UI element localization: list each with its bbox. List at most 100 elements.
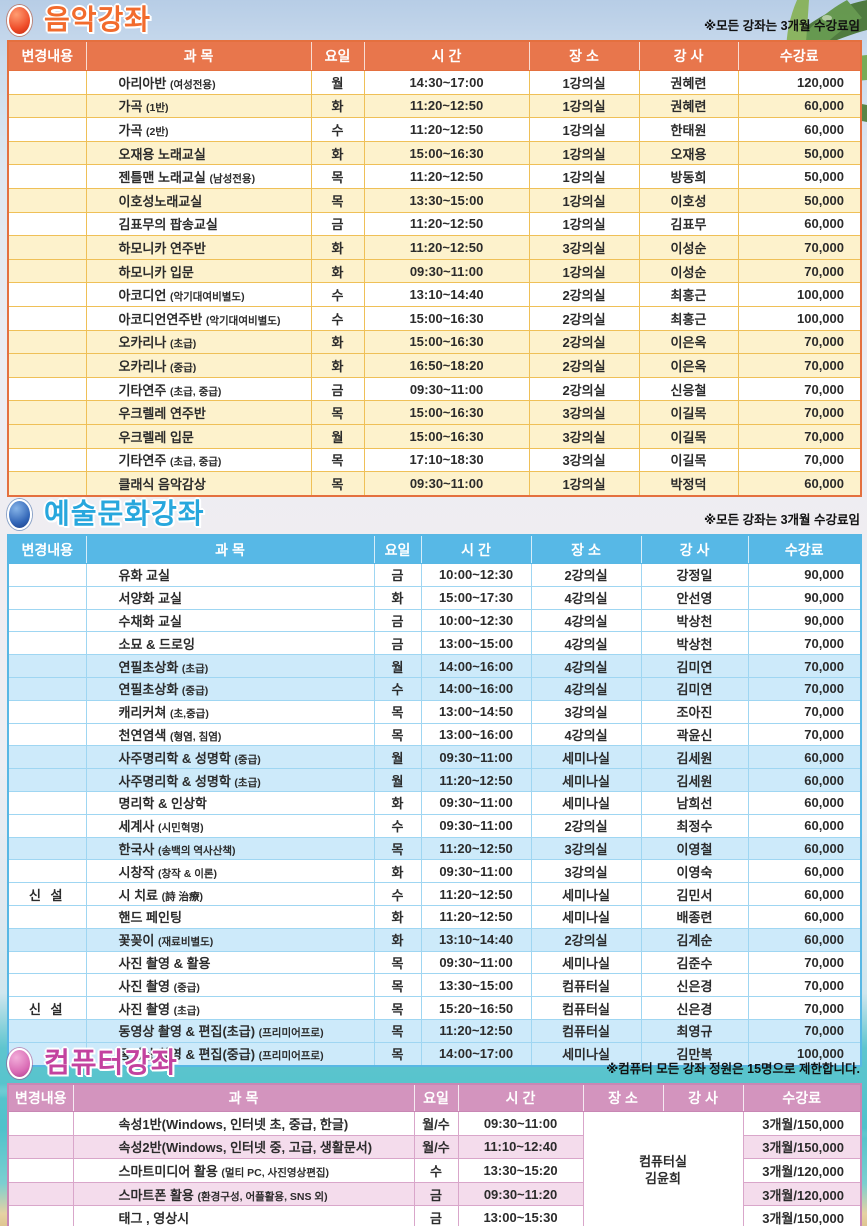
cell-change-status bbox=[7, 282, 87, 307]
cell-day: 금 bbox=[373, 631, 422, 656]
course-row: 하모니카 연주반 화 11:20~12:50 3강의실 이성순 70,000 bbox=[7, 235, 862, 260]
cell-fee: 100,000 bbox=[747, 1041, 862, 1067]
cell-time: 13:10~14:40 bbox=[363, 282, 530, 307]
course-row: 유화 교실 금 10:00~12:30 2강의실 강정일 90,000 bbox=[7, 563, 862, 587]
cell-time: 15:20~16:50 bbox=[420, 996, 532, 1020]
cell-fee: 3개월/150,000 bbox=[742, 1134, 862, 1160]
cell-fee: 70,000 bbox=[747, 631, 862, 656]
cell-subject: 서양화 교실 bbox=[85, 585, 375, 610]
column-header: 강 사 bbox=[663, 1084, 744, 1112]
cell-day: 수 bbox=[373, 813, 422, 838]
cell-day: 화 bbox=[310, 353, 365, 378]
column-header: 수강료 bbox=[743, 1084, 861, 1112]
cell-day: 화 bbox=[310, 329, 365, 355]
cell-time: 17:10~18:30 bbox=[363, 447, 530, 473]
cell-time: 15:00~16:30 bbox=[363, 329, 530, 355]
cell-change-status bbox=[7, 927, 87, 952]
course-row: 하모니카 입문 화 09:30~11:00 1강의실 이성순 70,000 bbox=[7, 258, 862, 284]
column-header: 장 소 bbox=[529, 41, 640, 71]
cell-time: 11:20~12:50 bbox=[363, 211, 530, 237]
cell-fee: 60,000 bbox=[737, 471, 862, 497]
column-header: 강 사 bbox=[641, 535, 749, 564]
cell-subject: 동영상 촬영 & 편집(초급) (프리미어프로) bbox=[85, 1018, 375, 1043]
cell-teacher: 박정덕 bbox=[638, 471, 739, 497]
cell-time: 09:30~11:00 bbox=[420, 813, 532, 838]
cell-time: 11:20~12:50 bbox=[420, 904, 532, 929]
cell-fee: 3개월/120,000 bbox=[742, 1158, 862, 1183]
cell-fee: 70,000 bbox=[737, 447, 862, 473]
cell-fee: 70,000 bbox=[747, 996, 862, 1020]
cell-change-status bbox=[7, 70, 87, 95]
cell-change-status bbox=[7, 790, 87, 815]
cell-time: 13:00~14:50 bbox=[420, 699, 532, 724]
cell-change-status bbox=[7, 329, 87, 355]
cell-place: 세미나실 bbox=[530, 904, 642, 929]
course-row: 스마트폰 활용 (환경구성, 어플활용, SNS 외) 금 09:30~11:20 3… bbox=[7, 1181, 862, 1207]
cell-time: 14:30~17:00 bbox=[363, 70, 530, 95]
cell-fee: 70,000 bbox=[737, 353, 862, 378]
cell-place: 3강의실 bbox=[528, 400, 640, 425]
course-row: 사주명리학 & 성명학 (초급) 월 11:20~12:50 세미나실 김세원 60,00… bbox=[7, 768, 862, 792]
cell-change-status bbox=[7, 400, 87, 425]
cell-change-status bbox=[7, 1134, 74, 1160]
cell-place: 2강의실 bbox=[528, 329, 640, 355]
cell-place: 세미나실 bbox=[530, 768, 642, 792]
course-row: 수채화 교실 금 10:00~12:30 4강의실 박상천 90,000 bbox=[7, 608, 862, 633]
cell-place: 세미나실 bbox=[530, 1041, 642, 1067]
cell-fee: 90,000 bbox=[747, 585, 862, 610]
cell-time: 09:30~11:00 bbox=[420, 790, 532, 815]
course-row: 서양화 교실 화 15:00~17:30 4강의실 안선영 90,000 bbox=[7, 585, 862, 610]
cell-change-status bbox=[7, 631, 87, 656]
cell-teacher: 한태원 bbox=[638, 117, 739, 142]
cell-place: 세미나실 bbox=[530, 882, 642, 906]
cell-teacher: 조아진 bbox=[640, 699, 749, 724]
cell-subject: 핸드 페인팅 bbox=[85, 904, 375, 929]
cell-change-status bbox=[7, 1018, 87, 1043]
cell-teacher: 이영철 bbox=[640, 836, 749, 861]
cell-time: 11:20~12:50 bbox=[420, 768, 532, 792]
course-row: 아코디언연주반 (악기대여비별도) 수 15:00~16:30 2강의실 최홍근 100,… bbox=[7, 305, 862, 331]
cell-fee: 50,000 bbox=[737, 140, 862, 166]
course-row: 클래식 음악감상 목 09:30~11:00 1강의실 박정덕 60,000 bbox=[7, 471, 862, 497]
subject-note: (초,중급) bbox=[169, 708, 209, 721]
course-row: 김표무의 팝송교실 금 11:20~12:50 1강의실 김표무 60,000 bbox=[7, 211, 862, 237]
cell-teacher: 최영규 bbox=[640, 1018, 749, 1043]
cell-change-status bbox=[7, 563, 87, 587]
cell-day: 월 bbox=[373, 745, 422, 770]
subject-note: (멀티 PC, 사진영상편집) bbox=[221, 1166, 330, 1179]
cell-fee: 60,000 bbox=[737, 93, 862, 119]
cell-time: 11:20~12:50 bbox=[363, 117, 530, 142]
cell-subject: 명리학 & 인상학 bbox=[85, 790, 375, 815]
cell-teacher: 신응철 bbox=[638, 376, 739, 402]
cell-time: 13:00~16:00 bbox=[420, 722, 532, 747]
cell-day: 금 bbox=[413, 1181, 459, 1207]
cell-time: 11:10~12:40 bbox=[457, 1134, 584, 1160]
cell-teacher: 김세원 bbox=[640, 768, 749, 792]
cell-subject: 김표무의 팝송교실 bbox=[85, 211, 312, 237]
music-section-header: 음악강좌 ※모든 강좌는 3개월 수강료임 bbox=[7, 4, 860, 36]
cell-teacher: 강정일 bbox=[640, 563, 749, 587]
subject-note: (2반) bbox=[146, 125, 169, 138]
cell-place: 2강의실 bbox=[530, 927, 642, 952]
column-header: 장 소 bbox=[531, 535, 642, 564]
cell-fee: 100,000 bbox=[737, 282, 862, 307]
cell-day: 수 bbox=[310, 117, 365, 142]
cell-teacher: 이성순 bbox=[638, 235, 739, 260]
course-row: 속성1반(Windows, 인터넷 초, 중급, 한글) 월/수 09:30~11:… bbox=[7, 1110, 862, 1226]
cell-teacher: 김세원 bbox=[640, 745, 749, 770]
course-row: 사진 촬영 (중급) 목 13:30~15:00 컴퓨터실 신은경 70,000 bbox=[7, 973, 862, 998]
cell-time: 11:20~12:50 bbox=[420, 1018, 532, 1043]
cell-fee: 120,000 bbox=[737, 70, 862, 95]
cell-day: 수 bbox=[310, 282, 365, 307]
cell-change-status bbox=[7, 93, 87, 119]
cell-change-status bbox=[7, 859, 87, 884]
cell-teacher: 곽윤신 bbox=[640, 722, 749, 747]
cell-time: 11:20~12:50 bbox=[363, 235, 530, 260]
course-row: 동영상 촬영 & 편집(초급) (프리미어프로) 목 11:20~12:50 컴퓨터실… bbox=[7, 1018, 862, 1043]
cell-subject: 클래식 음악감상 bbox=[85, 471, 312, 497]
course-row: 연필초상화 (중급) 수 14:00~16:00 4강의실 김미연 70,000 bbox=[7, 676, 862, 701]
cell-teacher: 이길목 bbox=[638, 400, 739, 425]
